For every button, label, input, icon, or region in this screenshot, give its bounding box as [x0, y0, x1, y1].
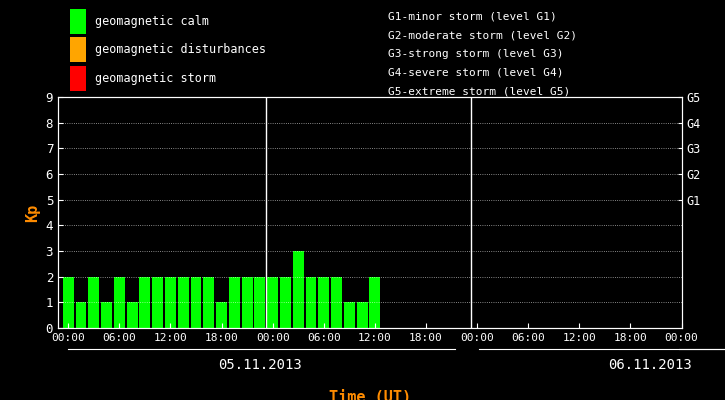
- Bar: [357, 302, 368, 328]
- Bar: [152, 277, 163, 328]
- Text: Time (UT): Time (UT): [328, 390, 411, 400]
- FancyBboxPatch shape: [70, 9, 86, 34]
- Bar: [318, 277, 329, 328]
- Bar: [254, 277, 265, 328]
- Bar: [293, 251, 304, 328]
- Bar: [280, 277, 291, 328]
- FancyBboxPatch shape: [70, 66, 86, 91]
- Text: geomagnetic storm: geomagnetic storm: [96, 72, 217, 85]
- Text: geomagnetic disturbances: geomagnetic disturbances: [96, 43, 266, 56]
- Bar: [139, 277, 150, 328]
- Bar: [191, 277, 202, 328]
- Bar: [268, 277, 278, 328]
- Text: 06.11.2013: 06.11.2013: [608, 358, 692, 372]
- Bar: [203, 277, 214, 328]
- Bar: [305, 277, 316, 328]
- FancyBboxPatch shape: [70, 37, 86, 62]
- Bar: [178, 277, 188, 328]
- Bar: [229, 277, 240, 328]
- Bar: [114, 277, 125, 328]
- Text: G3-strong storm (level G3): G3-strong storm (level G3): [389, 49, 564, 59]
- Bar: [75, 302, 86, 328]
- Y-axis label: Kp: Kp: [25, 203, 40, 222]
- Text: G4-severe storm (level G4): G4-severe storm (level G4): [389, 68, 564, 78]
- Bar: [241, 277, 252, 328]
- Bar: [216, 302, 227, 328]
- Text: 05.11.2013: 05.11.2013: [218, 358, 302, 372]
- Bar: [331, 277, 342, 328]
- Text: G1-minor storm (level G1): G1-minor storm (level G1): [389, 12, 558, 22]
- Bar: [344, 302, 355, 328]
- Text: G2-moderate storm (level G2): G2-moderate storm (level G2): [389, 30, 577, 40]
- Bar: [127, 302, 138, 328]
- Bar: [370, 277, 381, 328]
- Bar: [101, 302, 112, 328]
- Text: G5-extreme storm (level G5): G5-extreme storm (level G5): [389, 86, 571, 96]
- Text: geomagnetic calm: geomagnetic calm: [96, 15, 210, 28]
- Bar: [63, 277, 74, 328]
- Bar: [88, 277, 99, 328]
- Bar: [165, 277, 176, 328]
